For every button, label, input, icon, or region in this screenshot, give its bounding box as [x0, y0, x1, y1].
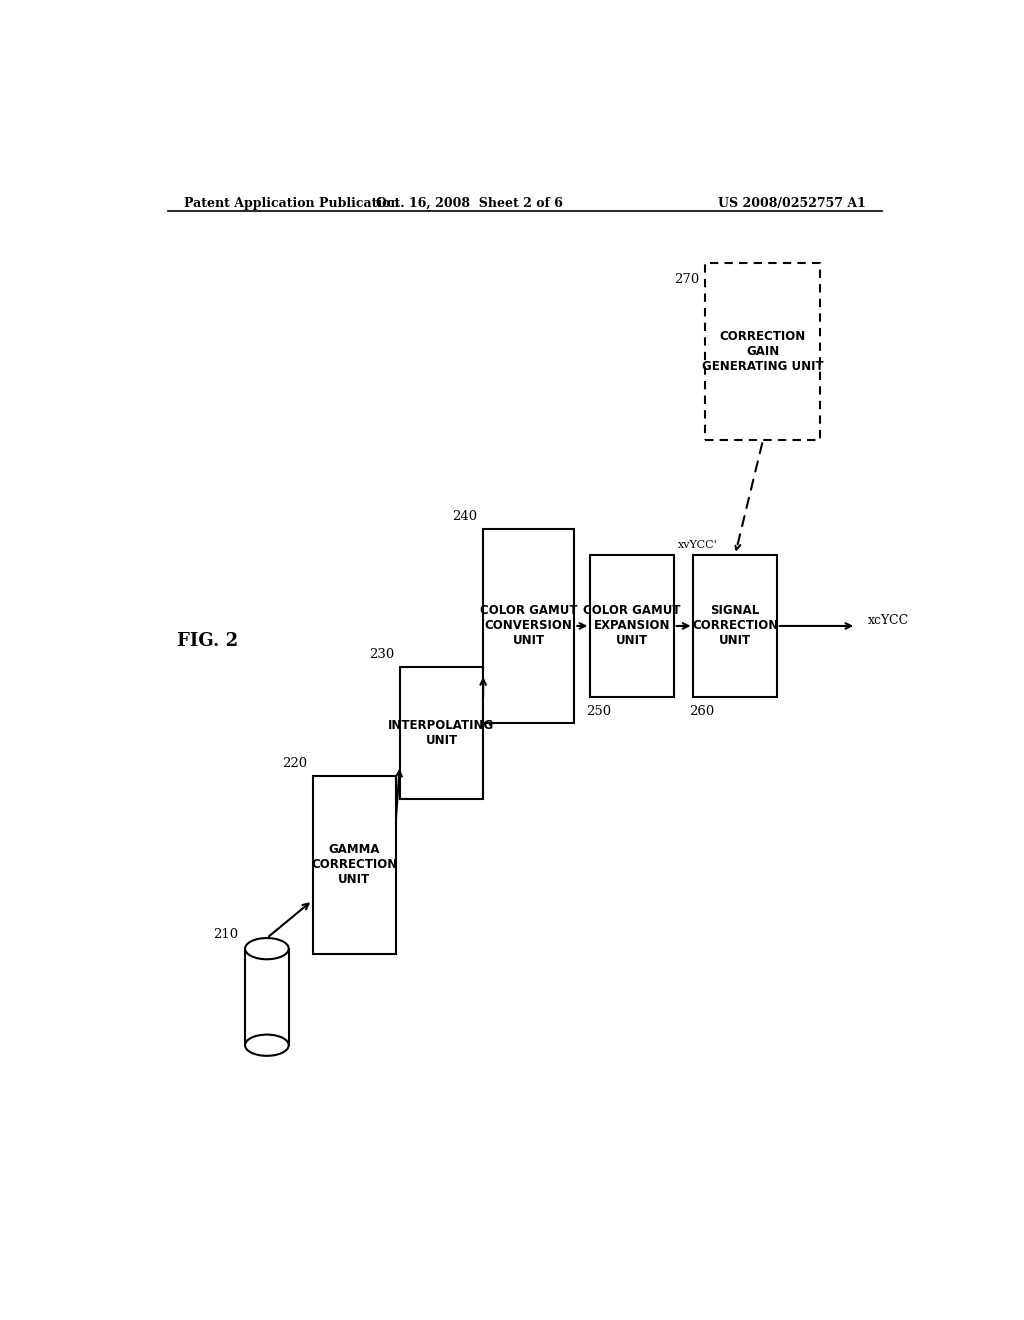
Text: 210: 210	[214, 928, 239, 941]
FancyBboxPatch shape	[399, 667, 483, 799]
Text: SIGNAL
CORRECTION
UNIT: SIGNAL CORRECTION UNIT	[692, 605, 778, 647]
FancyBboxPatch shape	[483, 529, 574, 722]
Text: 240: 240	[453, 511, 477, 523]
FancyBboxPatch shape	[590, 554, 674, 697]
Text: FIG. 2: FIG. 2	[177, 632, 238, 651]
Text: Patent Application Publication: Patent Application Publication	[183, 197, 399, 210]
Bar	[245, 949, 289, 1045]
FancyBboxPatch shape	[312, 776, 396, 954]
Text: 220: 220	[282, 756, 307, 770]
Text: xvYCC': xvYCC'	[678, 540, 718, 549]
Text: 230: 230	[369, 648, 394, 660]
Text: INTERPOLATING
UNIT: INTERPOLATING UNIT	[388, 718, 495, 747]
Text: COLOR GAMUT
CONVERSION
UNIT: COLOR GAMUT CONVERSION UNIT	[480, 605, 578, 647]
FancyBboxPatch shape	[706, 263, 820, 441]
Text: 260: 260	[689, 705, 715, 718]
Text: xcYCC: xcYCC	[868, 614, 909, 627]
Text: US 2008/0252757 A1: US 2008/0252757 A1	[718, 197, 866, 210]
FancyBboxPatch shape	[693, 554, 777, 697]
Text: GAMMA
CORRECTION
UNIT: GAMMA CORRECTION UNIT	[311, 843, 397, 886]
Text: CORRECTION
GAIN
GENERATING UNIT: CORRECTION GAIN GENERATING UNIT	[702, 330, 823, 374]
Text: 270: 270	[675, 273, 699, 285]
Text: Oct. 16, 2008  Sheet 2 of 6: Oct. 16, 2008 Sheet 2 of 6	[376, 197, 562, 210]
Ellipse shape	[245, 939, 289, 960]
Text: 250: 250	[587, 705, 611, 718]
Text: COLOR GAMUT
EXPANSION
UNIT: COLOR GAMUT EXPANSION UNIT	[584, 605, 681, 647]
Ellipse shape	[245, 1035, 289, 1056]
